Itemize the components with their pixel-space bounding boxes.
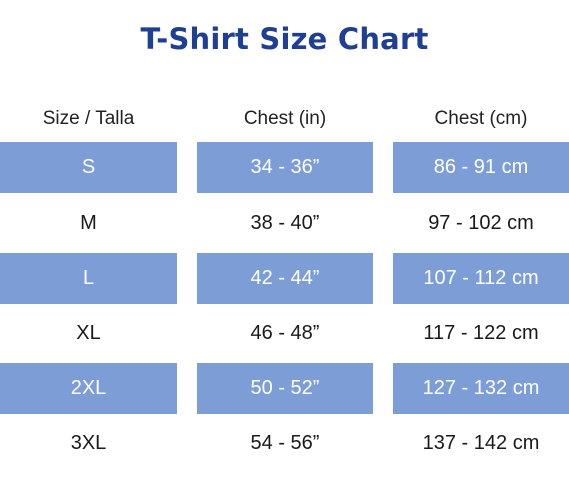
chest-in-cell-l: 42 - 44” [197,253,373,304]
column-header-chest-cm: Chest (cm) [434,108,528,129]
chest-cm-cell-xl: 117 - 122 cm [423,322,539,344]
size-cell-l: L [0,253,177,304]
size-cell-2xl: 2XL [0,363,177,414]
column-header-chest-in: Chest (in) [243,108,327,129]
chest-cm-cell-m: 97 - 102 cm [428,212,534,234]
chest-in-cell-m: 38 - 40” [250,212,320,234]
chest-cm-cell-l: 107 - 112 cm [393,253,569,304]
chest-in-cell-s: 34 - 36” [197,142,373,193]
column-header-size: Size / Talla [42,108,135,129]
chest-cm-cell-s: 86 - 91 cm [393,142,569,193]
chest-cm-cell-2xl: 127 - 132 cm [393,363,569,414]
chest-in-cell-2xl: 50 - 52” [197,363,373,414]
size-cell-3xl: 3XL [70,432,107,454]
size-cell-xl: XL [76,322,101,344]
page-title: T-Shirt Size Chart [140,22,429,56]
chest-in-cell-3xl: 54 - 56” [250,432,320,454]
size-cell-m: M [80,212,97,234]
chest-in-cell-xl: 46 - 48” [250,322,320,344]
size-cell-s: S [0,142,177,193]
chest-cm-cell-3xl: 137 - 142 cm [422,432,540,454]
